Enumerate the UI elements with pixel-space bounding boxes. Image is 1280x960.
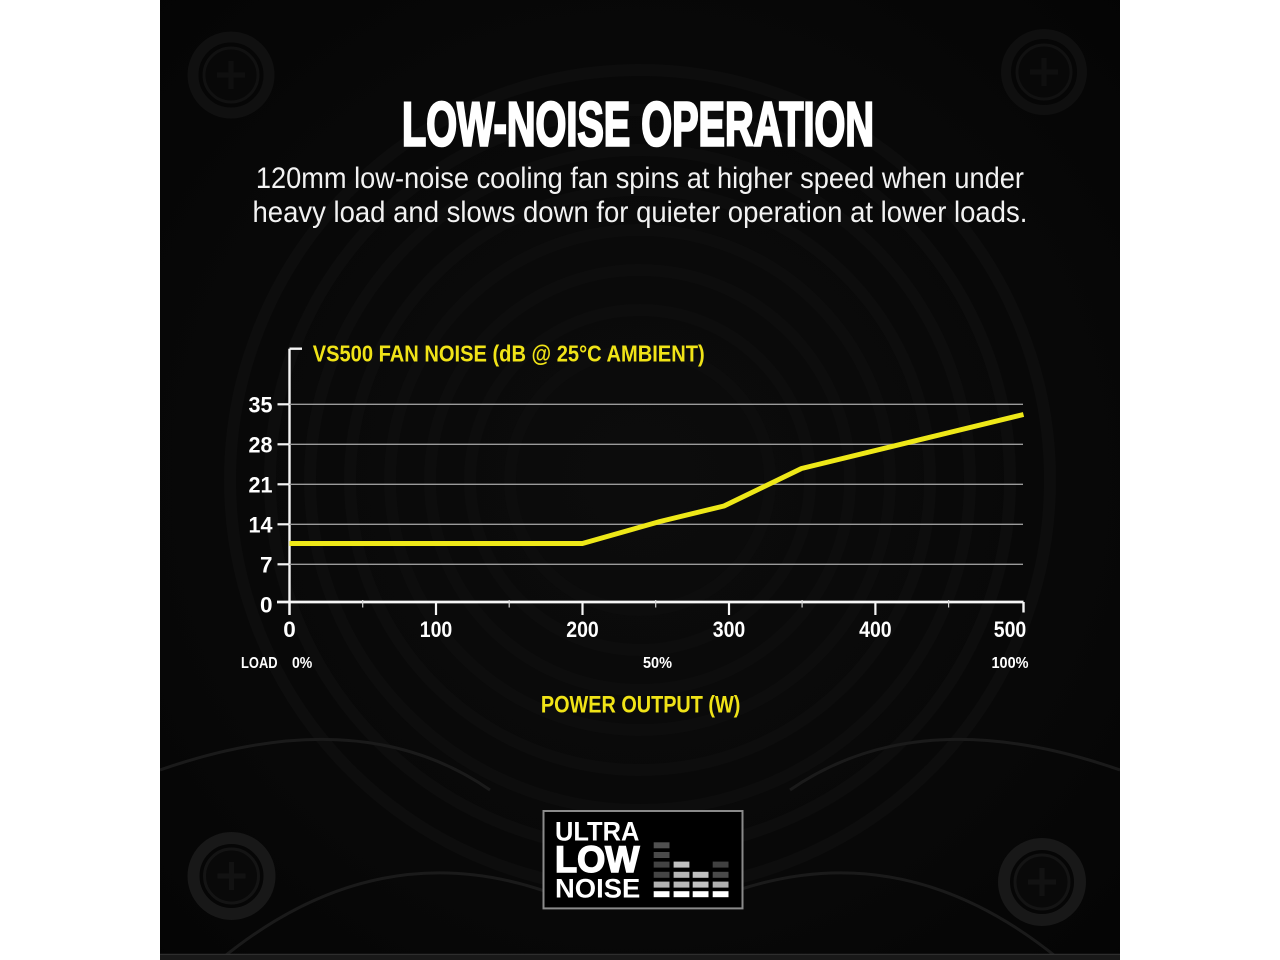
svg-text:100: 100 [420,617,453,642]
svg-text:NOISE: NOISE [555,874,640,904]
svg-text:28: 28 [249,432,273,457]
svg-text:POWER OUTPUT (W): POWER OUTPUT (W) [541,693,741,719]
svg-text:14: 14 [249,512,273,537]
svg-text:200: 200 [566,617,599,642]
svg-text:LOAD: LOAD [241,655,278,672]
svg-text:500: 500 [994,617,1027,642]
svg-text:LOW-NOISE OPERATION: LOW-NOISE OPERATION [402,91,874,160]
svg-text:300: 300 [713,617,746,642]
svg-text:50%: 50% [643,655,672,672]
svg-text:7: 7 [260,552,273,577]
svg-text:0: 0 [283,617,296,642]
svg-text:0: 0 [260,592,273,617]
svg-text:100%: 100% [992,655,1029,672]
svg-text:35: 35 [249,392,273,417]
svg-text:0%: 0% [292,655,312,672]
svg-text:LOW: LOW [555,839,640,880]
svg-text:21: 21 [249,472,273,497]
svg-text:VS500 FAN NOISE (dB @ 25°C AMB: VS500 FAN NOISE (dB @ 25°C AMBIENT) [313,341,705,367]
svg-text:400: 400 [859,617,892,642]
svg-text:ULTRA: ULTRA [555,816,639,846]
